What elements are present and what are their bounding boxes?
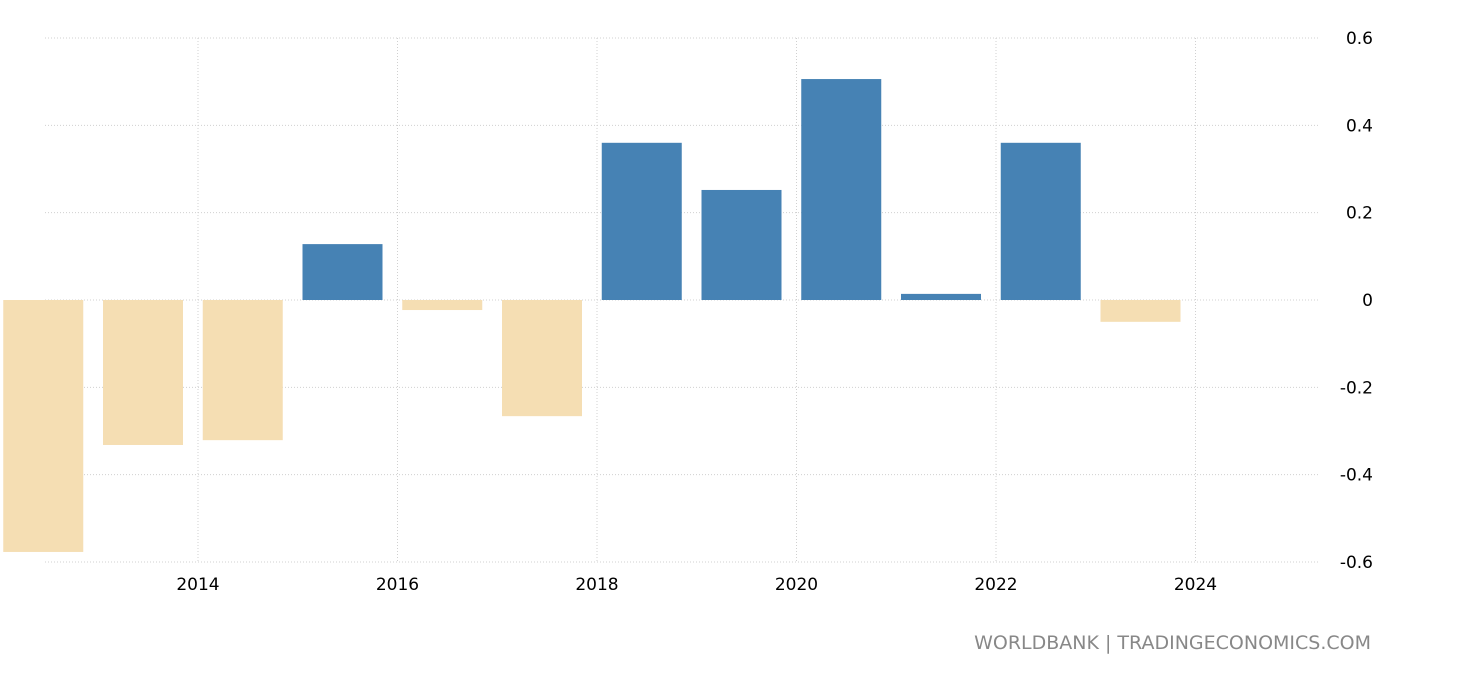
bar-2017 — [402, 300, 483, 311]
source-credit: WORLDBANK | TRADINGECONOMICS.COM — [974, 632, 1371, 654]
x-tick-label: 2020 — [775, 575, 818, 595]
x-tick-label: 2022 — [974, 575, 1017, 595]
bar-2019 — [601, 142, 682, 300]
bar-2018 — [502, 300, 582, 417]
bar-2021 — [801, 79, 882, 301]
bar-2023 — [1000, 142, 1081, 300]
x-tick-label: 2016 — [376, 575, 419, 595]
y-tick-label: 0 — [1362, 291, 1373, 311]
y-tick-label: -0.2 — [1340, 378, 1373, 398]
bar-2016 — [302, 244, 383, 300]
y-tick-label: 0.6 — [1346, 29, 1373, 49]
x-tick-label: 2018 — [575, 575, 618, 595]
bar-2024 — [1100, 300, 1181, 322]
y-tick-label: -0.4 — [1340, 466, 1373, 486]
bar-2013 — [3, 300, 84, 552]
x-tick-label: 2014 — [176, 575, 219, 595]
bar-2015 — [202, 300, 283, 441]
bar-2022 — [901, 293, 981, 300]
y-tick-label: 0.4 — [1346, 116, 1373, 136]
bar-2014 — [103, 300, 183, 445]
y-tick-label: 0.2 — [1346, 204, 1373, 224]
bar-2020 — [701, 189, 782, 300]
y-tick-label: -0.6 — [1340, 553, 1373, 573]
x-tick-label: 2024 — [1174, 575, 1217, 595]
